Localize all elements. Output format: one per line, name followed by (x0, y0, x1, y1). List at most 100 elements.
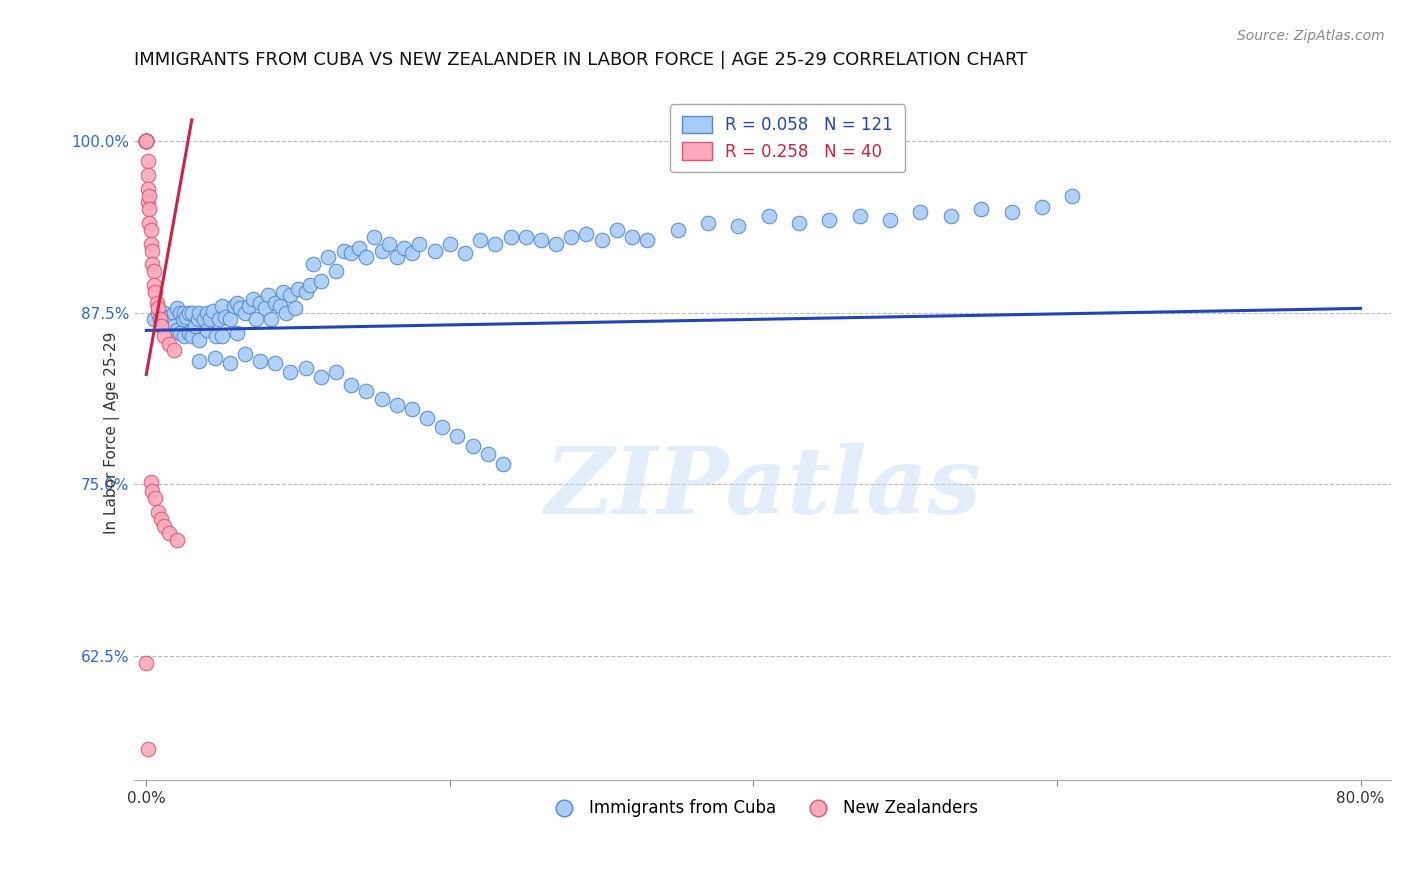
Point (202, 304, 225, 318)
Text: ZIPatlas: ZIPatlas (544, 443, 981, 533)
Point (135, 657, 157, 671)
Point (294, 360, 316, 375)
Point (205, 329, 228, 343)
Point (325, 264, 347, 278)
Point (666, 223, 689, 237)
Point (139, 236, 162, 251)
Point (492, 457, 515, 471)
Point (287, 282, 309, 296)
Point (142, 278, 165, 293)
Point (515, 230, 537, 244)
Point (470, 233, 492, 247)
Point (162, 319, 184, 334)
Point (157, 315, 180, 329)
Point (385, 251, 408, 265)
Point (198, 312, 221, 326)
Point (439, 236, 461, 251)
Point (135, 134, 157, 148)
Point (173, 329, 195, 343)
Point (280, 365, 302, 379)
Point (229, 301, 252, 316)
Point (249, 353, 271, 368)
Point (245, 312, 267, 326)
Point (162, 343, 184, 357)
Point (150, 512, 173, 526)
Point (218, 312, 240, 326)
Point (394, 241, 416, 255)
Point (138, 188, 160, 202)
Point (1000, 205, 1022, 219)
Point (477, 447, 499, 461)
Point (141, 484, 163, 499)
Point (166, 323, 188, 337)
Point (184, 319, 207, 334)
Point (696, 216, 718, 230)
Point (370, 392, 392, 407)
Point (356, 251, 378, 265)
Point (879, 213, 901, 227)
Point (135, 134, 157, 148)
Point (408, 236, 430, 251)
Point (195, 323, 218, 337)
Point (385, 398, 408, 412)
Legend: Immigrants from Cuba, New Zealanders: Immigrants from Cuba, New Zealanders (541, 793, 984, 824)
Point (332, 244, 354, 258)
Point (758, 209, 780, 223)
Point (157, 337, 180, 351)
Point (302, 257, 325, 271)
Point (818, 213, 841, 227)
Point (173, 305, 195, 319)
Point (260, 312, 283, 326)
Point (238, 299, 260, 313)
Point (149, 312, 172, 326)
Point (208, 312, 231, 326)
Point (135, 134, 157, 148)
Point (340, 246, 363, 260)
Point (560, 230, 582, 244)
Point (150, 312, 173, 326)
Point (141, 257, 163, 271)
Point (356, 384, 378, 398)
Point (591, 233, 613, 247)
Point (575, 227, 598, 241)
Point (499, 230, 522, 244)
Point (142, 312, 165, 326)
Point (264, 356, 287, 370)
Point (280, 287, 302, 301)
Point (370, 244, 392, 258)
Point (1031, 200, 1053, 214)
Point (180, 329, 202, 343)
Point (211, 329, 233, 343)
Point (454, 246, 477, 260)
Point (233, 305, 256, 319)
Point (177, 305, 200, 319)
Point (193, 312, 215, 326)
Point (621, 230, 644, 244)
Point (139, 223, 162, 237)
Point (309, 274, 332, 288)
Point (148, 505, 170, 519)
Point (226, 296, 249, 310)
Point (138, 202, 160, 217)
Point (401, 246, 423, 260)
Point (188, 353, 211, 368)
Point (135, 134, 157, 148)
Point (211, 299, 233, 313)
Point (136, 154, 159, 169)
Point (264, 296, 287, 310)
Point (157, 310, 180, 324)
Point (269, 299, 291, 313)
Point (153, 518, 176, 533)
Point (325, 365, 347, 379)
Point (284, 301, 307, 316)
Point (142, 264, 165, 278)
Point (249, 296, 271, 310)
Point (970, 202, 993, 217)
Point (150, 319, 173, 334)
Point (138, 216, 160, 230)
Point (401, 401, 423, 416)
Point (363, 230, 385, 244)
Y-axis label: In Labor Force | Age 25-29: In Labor Force | Age 25-29 (104, 332, 120, 534)
Point (141, 244, 163, 258)
Point (318, 251, 340, 265)
